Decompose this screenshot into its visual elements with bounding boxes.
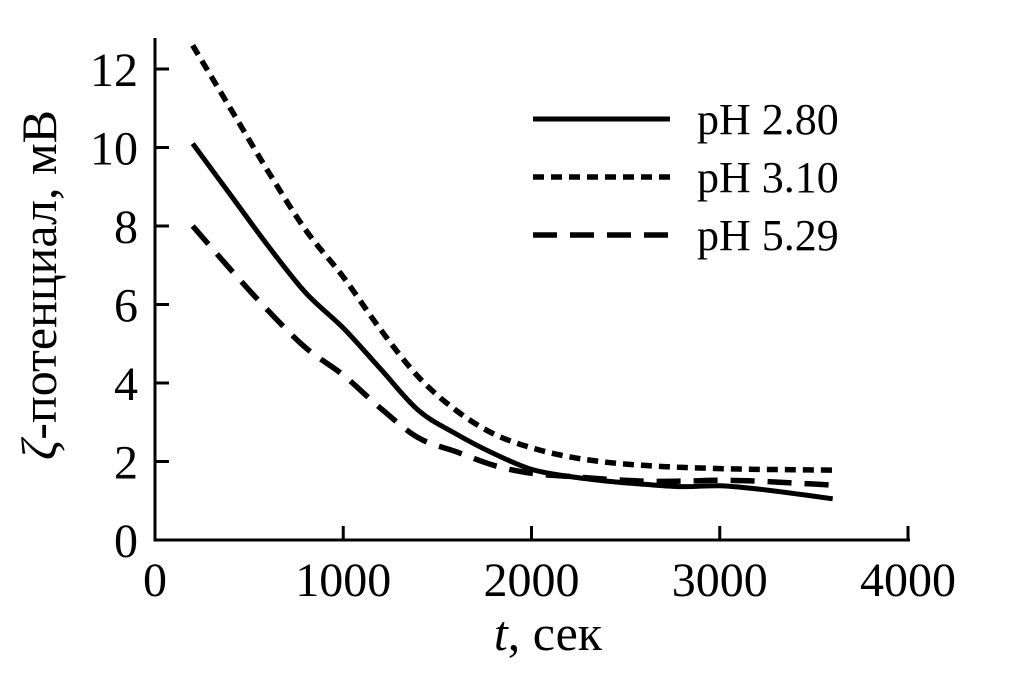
axis-spines (153, 38, 910, 542)
x-tick-label: 3000 (672, 554, 768, 607)
curve-ph-2-80 (190, 142, 834, 502)
y-tick-label: 12 (90, 44, 138, 97)
legend-label: pH 3.10 (697, 153, 839, 202)
y-axis-label: ζ-потенциал, мВ (11, 110, 67, 460)
y-tick-label: 2 (114, 437, 138, 490)
y-tick-label: 8 (114, 201, 138, 254)
y-tick-label: 0 (114, 515, 138, 568)
curve-ph-3-10 (190, 44, 833, 473)
x-axis-label: t, сек (494, 605, 603, 661)
y-tick-label: 6 (114, 280, 138, 333)
y-tick-label: 10 (90, 123, 138, 176)
legend-entry: pH 2.80 (533, 95, 839, 144)
y-tick-label: 4 (114, 358, 138, 411)
x-tick-label: 2000 (484, 554, 580, 607)
x-tick-label: 4000 (860, 554, 956, 607)
curve-ph-5-29 (190, 224, 833, 488)
legend-entry: pH 3.10 (533, 153, 839, 202)
legend-entry: pH 5.29 (533, 211, 839, 260)
x-tick-label: 1000 (295, 554, 391, 607)
legend-label: pH 2.80 (697, 95, 839, 144)
legend-label: pH 5.29 (697, 211, 839, 260)
x-tick-label: 0 (143, 554, 167, 607)
